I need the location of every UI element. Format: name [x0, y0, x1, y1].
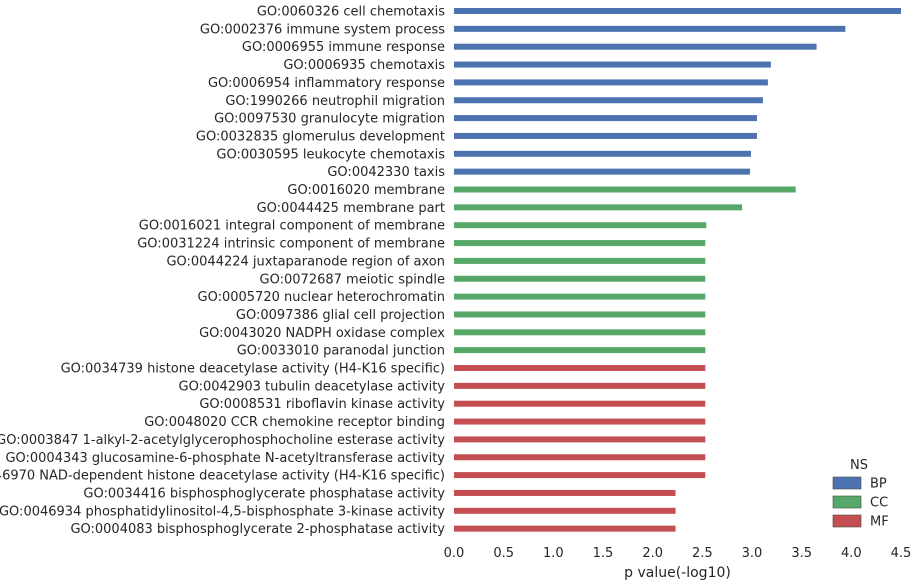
- x-tick-label: 3.5: [791, 546, 812, 561]
- bar-mf: [454, 365, 706, 371]
- category-label: GO:0004083 bisphosphoglycerate 2-phospha…: [70, 522, 445, 537]
- legend-swatch-mf: [832, 514, 862, 528]
- x-axis-title: p value(-log10): [624, 565, 731, 581]
- bar-bp: [454, 115, 757, 122]
- bar-cc: [454, 257, 706, 264]
- category-label: GO:0002376 immune system process: [200, 22, 445, 37]
- category-label: GO:0006955 immune response: [242, 40, 445, 55]
- category-label: GO:0042330 taxis: [327, 165, 445, 180]
- x-tick-label: 0.0: [444, 546, 465, 561]
- bar-mf: [454, 507, 676, 514]
- legend-swatch-cc: [832, 495, 862, 509]
- bar-cc: [454, 240, 706, 247]
- category-label: GO:0033010 paranodal junction: [237, 344, 445, 359]
- x-tick-label: 2.0: [642, 546, 663, 561]
- bar-cc: [454, 204, 743, 211]
- category-label: GO:0072687 meiotic spindle: [260, 272, 445, 287]
- bar-cc: [454, 311, 706, 318]
- x-tick-label: 4.0: [841, 546, 862, 561]
- category-label: GO:0046970 NAD-dependent histone deacety…: [0, 469, 445, 484]
- legend-label-cc: CC: [870, 496, 888, 511]
- category-label: GO:0097386 glial cell projection: [236, 308, 445, 323]
- x-tick-label: 3.0: [742, 546, 763, 561]
- category-label: GO:0006954 inflammatory response: [208, 76, 445, 91]
- bar-bp: [454, 168, 751, 175]
- category-label: GO:0030595 leukocyte chemotaxis: [216, 147, 445, 162]
- category-label: GO:0046934 phosphatidylinositol-4,5-bisp…: [0, 504, 445, 519]
- bar-bp: [454, 150, 752, 157]
- bar-bp: [454, 97, 763, 104]
- category-label: GO:0004343 glucosamine-6-phosphate N-ace…: [5, 451, 445, 466]
- bar-cc: [454, 293, 706, 300]
- bar-bp: [454, 61, 771, 68]
- bar-mf: [454, 525, 676, 532]
- legend-label-mf: MF: [870, 515, 889, 530]
- x-tick-label: 4.5: [891, 546, 912, 561]
- category-labels: GO:0060326 cell chemotaxis GO:0002376 imm…: [0, 5, 445, 538]
- bar-cc: [454, 186, 796, 193]
- bar-mf: [454, 454, 706, 461]
- bar-mf: [454, 400, 706, 407]
- category-label: GO:0031224 intrinsic component of membra…: [137, 237, 445, 252]
- legend-title: NS: [850, 458, 868, 473]
- bar-bp: [454, 79, 768, 86]
- category-label: GO:0097530 granulocyte migration: [214, 112, 445, 127]
- x-tick-label: 1.0: [543, 546, 564, 561]
- bar-mf: [454, 436, 706, 443]
- x-tick-label: 1.5: [593, 546, 614, 561]
- x-tick-label: 2.5: [692, 546, 713, 561]
- x-tick-label: 0.5: [493, 546, 514, 561]
- category-label: GO:0016021 integral component of membran…: [139, 219, 445, 234]
- bar-mf: [454, 382, 706, 389]
- bar-bp: [454, 43, 817, 50]
- category-label: GO:0003847 1-alkyl-2-acetylglycerophosph…: [0, 433, 445, 448]
- bars: [454, 8, 901, 532]
- bar-cc: [454, 222, 707, 229]
- category-label: GO:1990266 neutrophil migration: [225, 94, 445, 109]
- category-label: GO:0005720 nuclear heterochromatin: [198, 290, 446, 305]
- bar-bp: [454, 8, 901, 14]
- category-label: GO:0006935 chemotaxis: [283, 58, 445, 73]
- category-label: GO:0044425 membrane part: [257, 201, 445, 216]
- bar-cc: [454, 347, 706, 354]
- category-label: GO:0060326 cell chemotaxis: [257, 5, 445, 20]
- x-tick-labels: 0.0 0.5 1.0 1.5 2.0 2.5 3.0 3.5 4.0 4.5: [444, 546, 912, 561]
- bar-bp: [454, 25, 846, 32]
- bar-mf: [454, 418, 706, 425]
- legend-label-bp: BP: [870, 477, 887, 492]
- category-label: GO:0008531 riboflavin kinase activity: [199, 397, 445, 412]
- bar-cc: [454, 275, 706, 282]
- category-label: GO:0042903 tubulin deacetylase activity: [179, 379, 446, 394]
- category-label: GO:0043020 NADPH oxidase complex: [199, 326, 445, 341]
- bar-mf: [454, 472, 706, 479]
- category-label: GO:0034416 bisphosphoglycerate phosphata…: [83, 486, 445, 501]
- category-label: GO:0048020 CCR chemokine receptor bindin…: [144, 415, 445, 430]
- category-label: GO:0044224 juxtaparanode region of axon: [166, 254, 445, 269]
- legend: NS BP CC MF: [832, 458, 889, 530]
- bar-bp: [454, 132, 757, 139]
- bar-mf: [454, 489, 676, 496]
- category-label: GO:0032835 glomerulus development: [196, 129, 445, 144]
- category-label: GO:0034739 histone deacetylase activity …: [61, 362, 445, 377]
- bar-cc: [454, 329, 706, 336]
- legend-swatch-bp: [832, 476, 862, 490]
- category-label: GO:0016020 membrane: [287, 183, 445, 198]
